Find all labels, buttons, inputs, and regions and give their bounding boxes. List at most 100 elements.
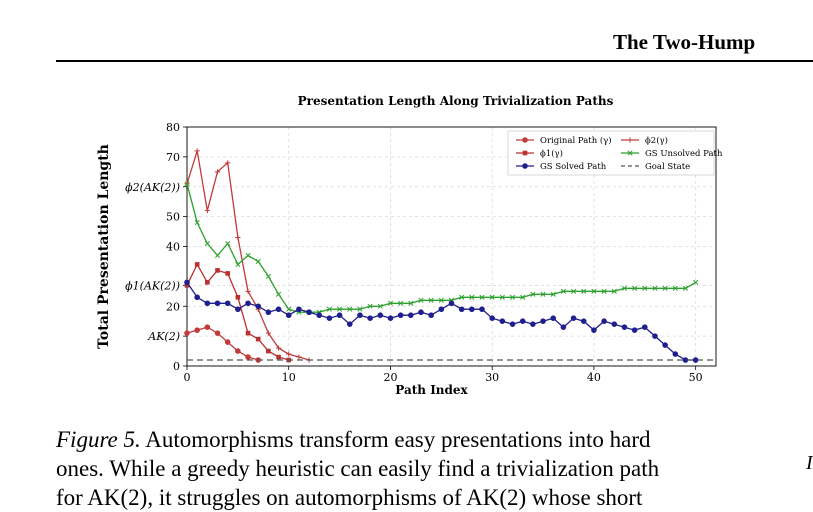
y-tick-label: 50 (166, 211, 180, 224)
data-point (641, 324, 648, 330)
data-point (235, 294, 241, 300)
data-point (205, 280, 210, 285)
chart-title: Presentation Length Along Trivialization… (298, 94, 614, 108)
data-point (601, 288, 607, 294)
legend: Original Path (γ) ϕ2(γ) ϕ1(γ) GS Unsolved P… (507, 130, 723, 176)
x-tick-label: 0 (184, 371, 191, 384)
data-point (571, 288, 577, 294)
data-point (408, 300, 414, 306)
data-point (580, 318, 587, 324)
x-tick-label: 50 (689, 371, 703, 384)
y-tick-label: 80 (166, 121, 180, 134)
data-point (621, 324, 628, 330)
data-point (631, 327, 638, 333)
data-point (632, 285, 638, 291)
data-point (642, 285, 648, 291)
data-point (285, 312, 292, 319)
data-point (357, 306, 363, 312)
data-point (245, 300, 251, 307)
data-point (214, 169, 221, 175)
caption-line-1: Figure 5. Automorphisms transform easy p… (56, 425, 768, 454)
data-point (672, 351, 679, 357)
data-point (275, 345, 282, 351)
data-point (245, 330, 251, 336)
data-point (245, 354, 251, 360)
data-point (326, 315, 333, 322)
data-point (194, 262, 200, 267)
data-point (245, 288, 251, 294)
data-point (672, 285, 678, 291)
legend-label: Original Path (γ) (540, 135, 612, 146)
data-point (235, 234, 241, 241)
data-point (499, 294, 505, 300)
data-point (560, 288, 566, 294)
y-tick-label: ϕ2(AK(2)) (125, 181, 180, 194)
data-point (418, 297, 424, 303)
data-point (397, 312, 404, 319)
data-point (469, 294, 475, 300)
data-point (204, 240, 210, 247)
data-point (204, 324, 211, 330)
y-axis-label: Total Presentation Length (96, 144, 112, 349)
data-point (408, 312, 414, 319)
running-title: The Two-Hump (613, 30, 756, 54)
data-point (336, 312, 343, 319)
data-point (275, 306, 282, 313)
data-point (367, 315, 373, 322)
data-point (469, 306, 475, 313)
data-point (204, 208, 210, 214)
data-point (326, 306, 332, 312)
data-point (570, 315, 577, 322)
data-point (266, 348, 271, 354)
data-point (520, 294, 526, 300)
data-point (438, 306, 445, 313)
data-point (621, 285, 627, 291)
data-point (499, 318, 506, 324)
data-point (235, 261, 241, 267)
data-point (265, 273, 271, 279)
data-point (225, 160, 231, 166)
data-point (489, 294, 495, 300)
data-point (611, 321, 618, 327)
data-point (224, 339, 231, 345)
data-point (265, 309, 272, 316)
data-point (255, 303, 262, 310)
data-point (550, 315, 557, 322)
data-point (377, 312, 384, 319)
data-point (428, 297, 434, 303)
y-tick-label: ϕ1(AK(2)) (125, 279, 180, 292)
data-point (581, 288, 587, 294)
data-point (530, 291, 536, 297)
x-tick-label: 30 (485, 371, 499, 384)
data-point (387, 300, 394, 306)
legend-label: GS Unsolved Path (645, 149, 723, 159)
data-point (214, 300, 221, 307)
data-point (662, 342, 668, 348)
data-point (550, 291, 556, 297)
data-point (296, 354, 302, 360)
data-point (316, 312, 323, 319)
data-point (438, 297, 444, 303)
data-point (682, 285, 689, 291)
caption-line-3: for AK(2), it struggles on automorphisms… (56, 485, 643, 510)
header-rule (56, 60, 813, 62)
x-tick-label: 40 (587, 371, 601, 384)
data-point (194, 220, 200, 226)
data-point (540, 291, 546, 297)
data-point (337, 306, 343, 312)
data-point (276, 291, 282, 297)
data-point (286, 351, 292, 357)
trivialization-chart: 0 10 20 30 40 50 0 AK(2) 20 ϕ1(AK(2)) 40 50 ϕ2(AK(2)… (96, 94, 723, 397)
caption-line-2: ones. While a greedy heuristic can easil… (56, 456, 660, 481)
data-point (398, 300, 404, 306)
data-point (540, 318, 546, 324)
series-3 (184, 181, 699, 315)
figure-caption: Figure 5. Automorphisms transform easy p… (56, 425, 768, 512)
data-point (560, 324, 567, 330)
legend-label: ϕ2(γ) (645, 135, 668, 146)
data-point (296, 306, 302, 313)
data-point (377, 303, 383, 309)
data-point (224, 300, 231, 307)
x-axis-label: Path Index (395, 383, 468, 397)
data-point (662, 285, 668, 291)
